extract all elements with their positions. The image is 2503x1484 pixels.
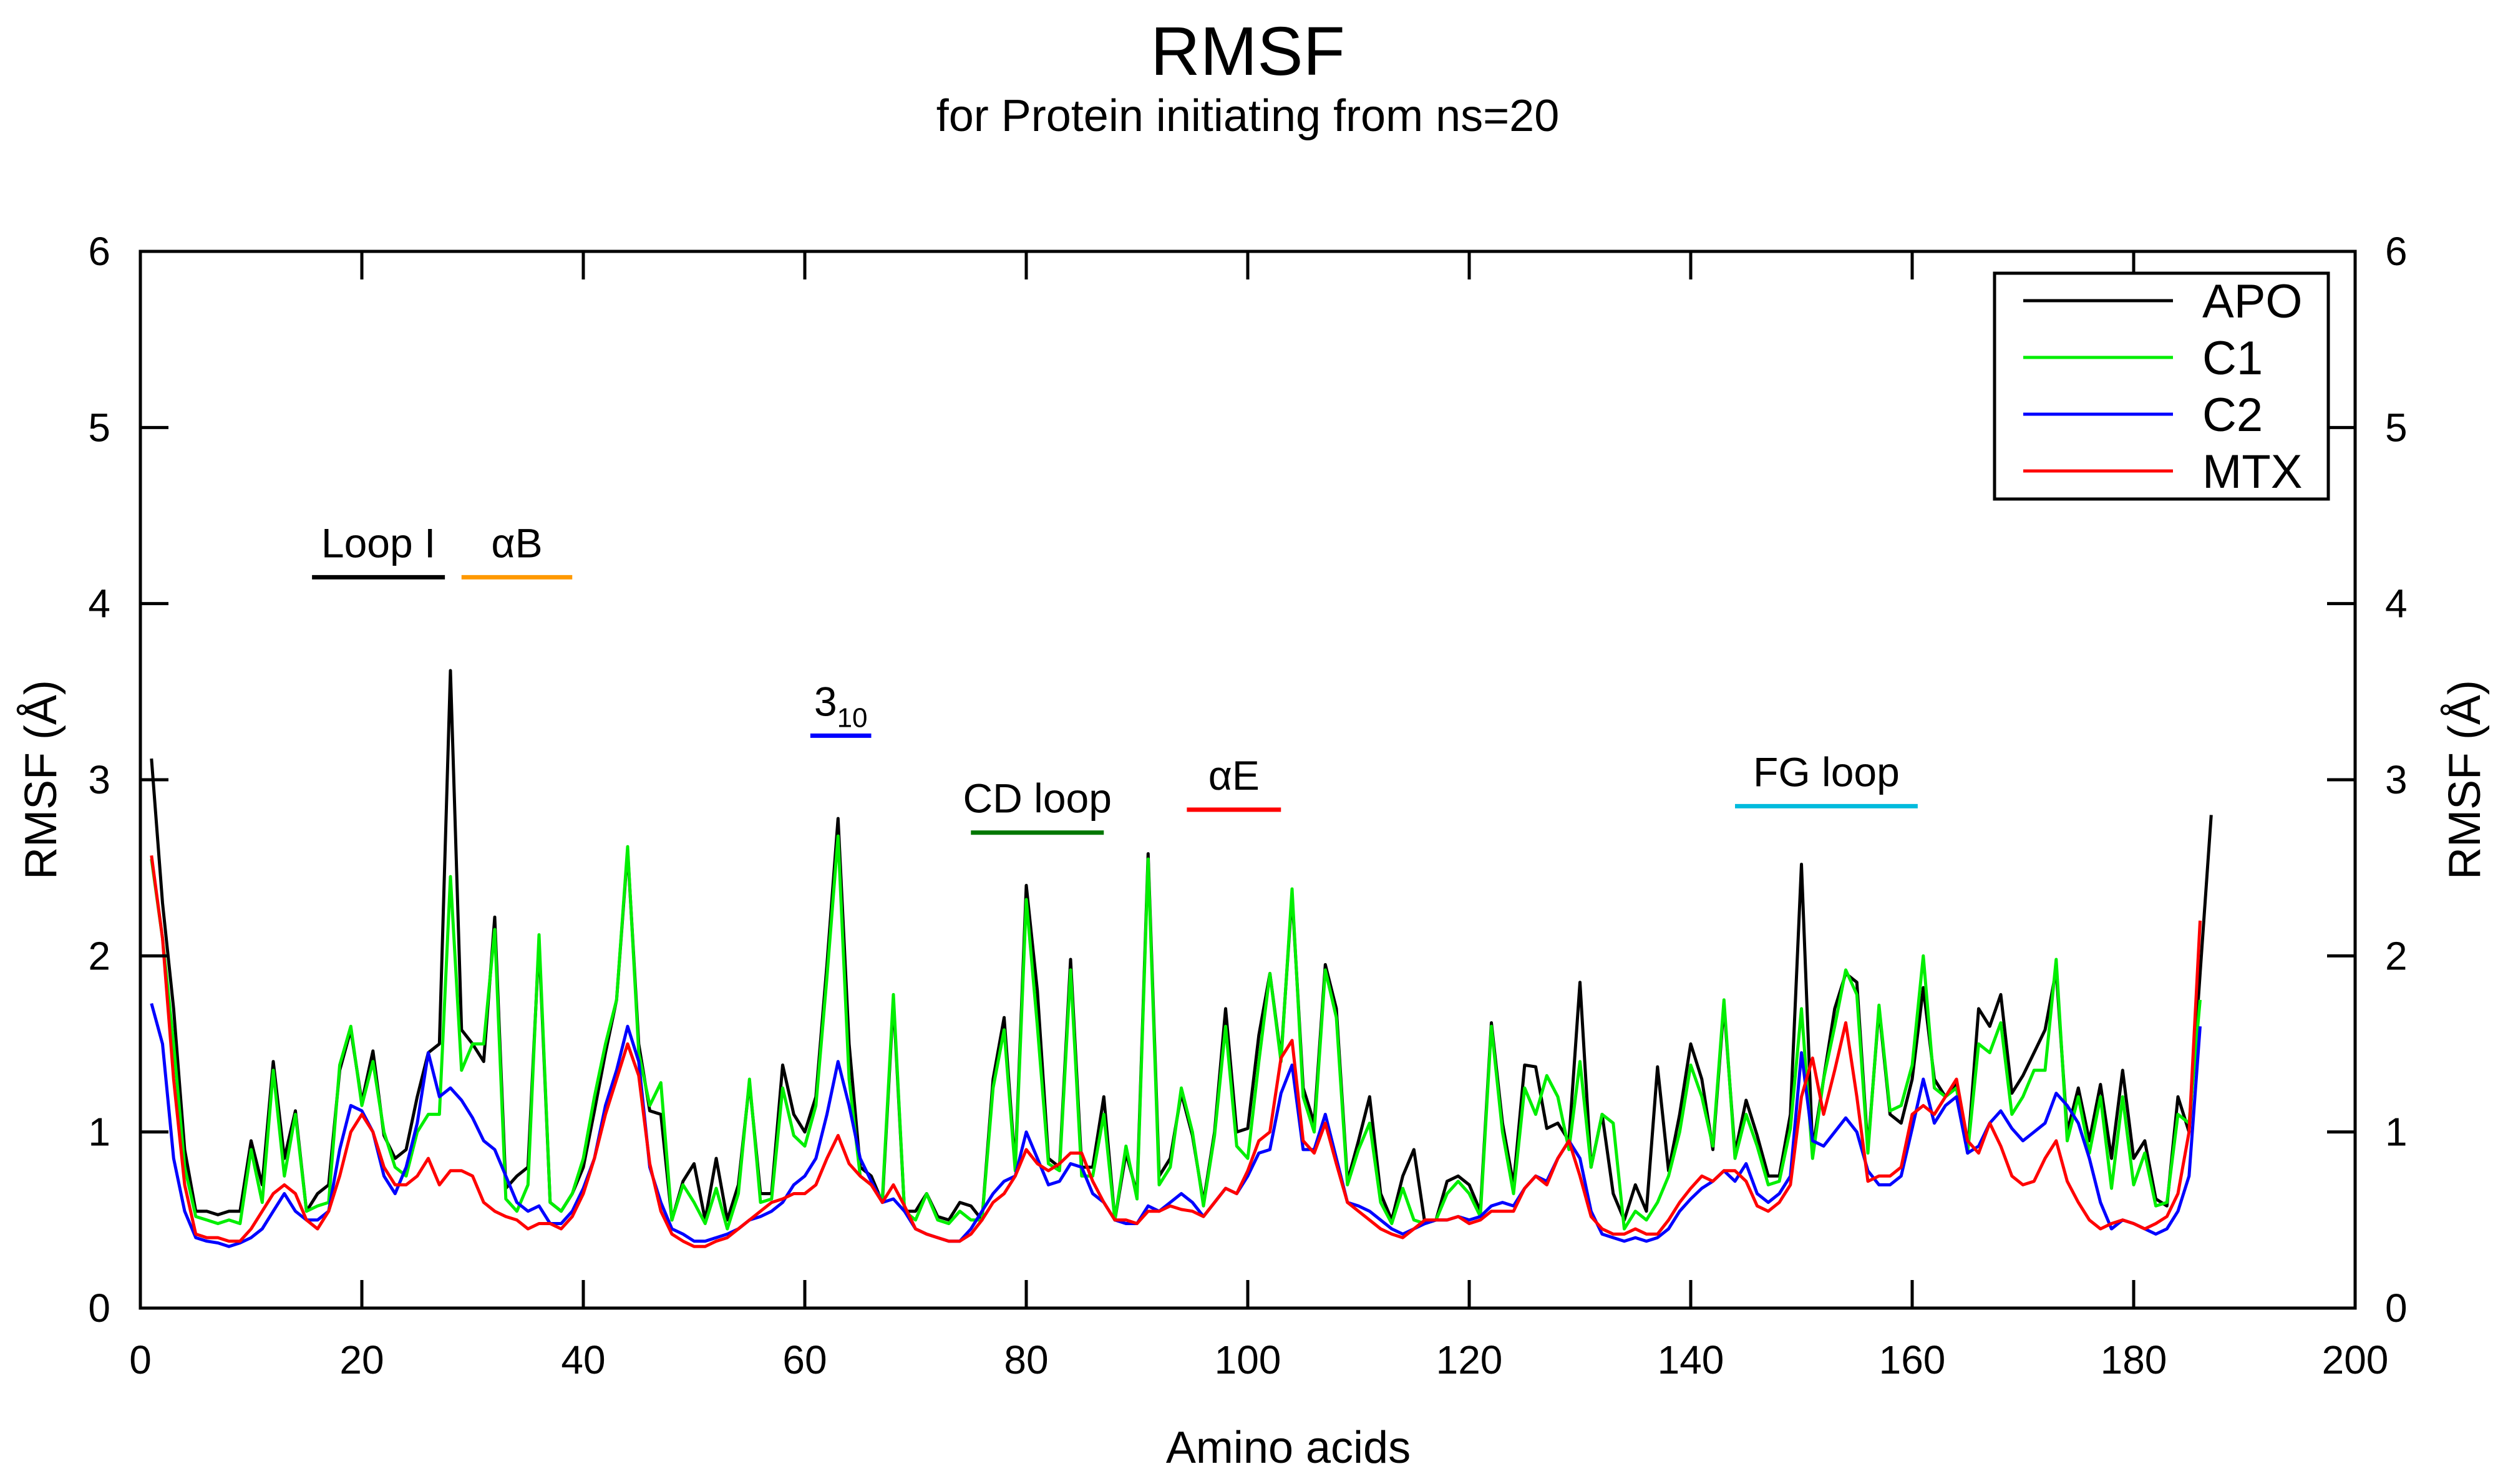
y2-tick-label: 4 — [2385, 581, 2408, 626]
x-tick-label: 100 — [1215, 1337, 1281, 1382]
legend-label-apo: APO — [2202, 275, 2303, 328]
y-tick-label: 0 — [88, 1286, 110, 1331]
y-tick-label: 5 — [88, 405, 110, 450]
y-tick-label: 2 — [88, 933, 110, 978]
annotation-label: 310 — [814, 678, 868, 733]
y2-tick-label: 5 — [2385, 405, 2408, 450]
x-tick-label: 180 — [2101, 1337, 2167, 1382]
series-line-c2 — [150, 1002, 2202, 1248]
x-tick-label: 200 — [2322, 1337, 2389, 1382]
legend-label-c1: C1 — [2202, 332, 2263, 385]
annotation-label: CD loop — [963, 775, 1112, 822]
legend-label-mtx: MTX — [2202, 445, 2302, 498]
x-axis-label: Amino acids — [1166, 1423, 1411, 1473]
series-line-apo — [150, 669, 2213, 1225]
annotation-label: αE — [1208, 752, 1260, 798]
series-layer — [150, 669, 2213, 1248]
series-line-mtx — [150, 855, 2202, 1248]
y-tick-label: 4 — [88, 581, 110, 626]
x-tick-label: 20 — [339, 1337, 384, 1382]
y2-tick-label: 0 — [2385, 1286, 2408, 1331]
y2-tick-label: 1 — [2385, 1110, 2408, 1155]
x-tick-label: 80 — [1004, 1337, 1048, 1382]
legend-box — [1993, 271, 2330, 501]
y-axis-label: RMSF (Å) — [16, 680, 66, 880]
x-tick-label: 140 — [1658, 1337, 1724, 1382]
legend-label-c2: C2 — [2202, 389, 2263, 442]
annotation-label: αB — [491, 520, 542, 566]
chart-title: RMSF — [1150, 13, 1345, 90]
annotation-label: Loop I — [321, 520, 436, 566]
y2-tick-label: 6 — [2385, 229, 2408, 274]
y-tick-label: 1 — [88, 1110, 110, 1155]
x-tick-label: 120 — [1436, 1337, 1503, 1382]
y-tick-label: 3 — [88, 757, 110, 802]
annotation-label: FG loop — [1753, 749, 1900, 795]
x-tick-label: 0 — [129, 1337, 152, 1382]
y2-axis-label: RMSF (Å) — [2440, 680, 2490, 880]
series-line-c1 — [150, 834, 2202, 1231]
y2-tick-label: 2 — [2385, 933, 2408, 978]
annotation-layer: Loop I αB 310 CD loop αE FG loop — [312, 520, 1918, 835]
y2-tick-label: 3 — [2385, 757, 2408, 802]
chart-subtitle: for Protein initiating from ns=20 — [936, 91, 1560, 141]
x-tick-label: 60 — [782, 1337, 827, 1382]
x-tick-label: 160 — [1879, 1337, 1946, 1382]
x-tick-label: 40 — [561, 1337, 605, 1382]
y-tick-label: 6 — [88, 229, 110, 274]
